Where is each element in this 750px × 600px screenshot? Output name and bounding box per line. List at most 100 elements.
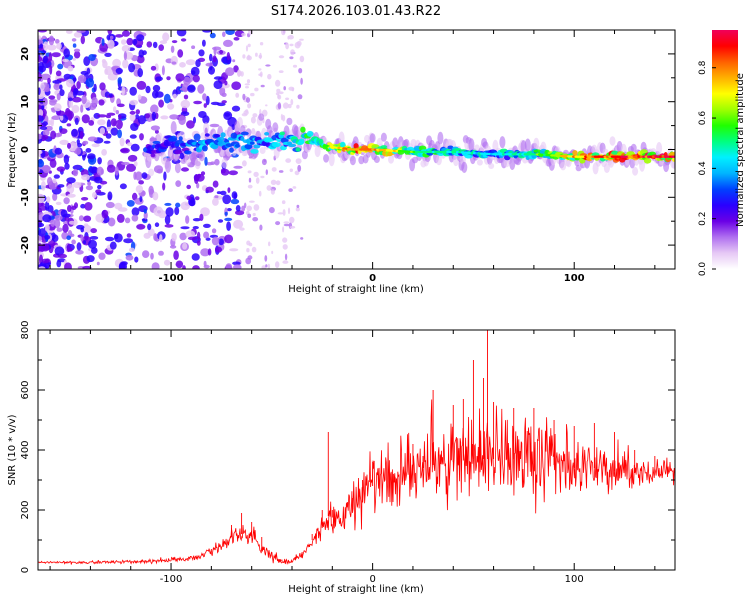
ridge-halo bbox=[388, 155, 394, 164]
noise-blob bbox=[78, 215, 84, 222]
noise-blob bbox=[126, 37, 134, 46]
noise-blob bbox=[297, 164, 302, 172]
noise-blob bbox=[282, 237, 288, 243]
noise-blob bbox=[128, 62, 136, 73]
noise-blob bbox=[109, 241, 117, 250]
ridge-halo bbox=[314, 145, 321, 158]
noise-blob bbox=[180, 201, 191, 211]
noise-blob bbox=[253, 171, 259, 178]
noise-blob bbox=[64, 162, 70, 170]
noise-blob bbox=[151, 262, 160, 269]
noise-blob bbox=[38, 30, 47, 33]
noise-blob bbox=[243, 110, 249, 116]
noise-blob bbox=[68, 97, 73, 102]
noise-blob bbox=[137, 115, 146, 125]
noise-blob bbox=[171, 40, 178, 44]
ridge-mark bbox=[671, 157, 675, 162]
noise-blob bbox=[200, 207, 210, 217]
noise-blob bbox=[247, 184, 253, 189]
noise-blob bbox=[224, 112, 231, 117]
noise-blob bbox=[38, 119, 42, 129]
noise-blob bbox=[41, 258, 50, 264]
noise-blob bbox=[107, 30, 113, 35]
y-tick-label: 0 bbox=[20, 567, 31, 573]
noise-blob bbox=[94, 176, 103, 184]
noise-blob bbox=[249, 200, 255, 203]
noise-blob bbox=[133, 171, 137, 180]
noise-blob bbox=[77, 142, 83, 148]
noise-blob bbox=[57, 184, 65, 188]
noise-blob bbox=[152, 84, 161, 92]
noise-blob bbox=[38, 193, 45, 204]
ridge-mark bbox=[217, 140, 227, 147]
noise-blob bbox=[300, 237, 304, 240]
noise-blob bbox=[40, 82, 45, 91]
noise-blob bbox=[67, 65, 74, 72]
noise-blob bbox=[261, 158, 267, 166]
noise-blob bbox=[38, 159, 45, 168]
noise-blob bbox=[129, 86, 137, 96]
noise-blob bbox=[114, 202, 123, 210]
noise-blob bbox=[251, 246, 257, 253]
chart-title: S174.2026.103.01.43.R22 bbox=[271, 4, 441, 19]
noise-blob bbox=[55, 39, 60, 44]
noise-blob bbox=[43, 41, 49, 51]
spectrogram-frame bbox=[37, 29, 676, 270]
noise-blob bbox=[80, 104, 84, 113]
noise-blob bbox=[73, 31, 83, 38]
noise-blob bbox=[192, 218, 201, 222]
noise-blob bbox=[125, 254, 134, 261]
noise-blob bbox=[177, 49, 184, 58]
noise-blob bbox=[54, 103, 62, 112]
noise-blob bbox=[150, 65, 157, 71]
noise-blob bbox=[193, 133, 201, 141]
noise-blob bbox=[203, 103, 207, 108]
noise-blob bbox=[63, 154, 70, 165]
noise-blob bbox=[162, 182, 166, 191]
noise-blob bbox=[171, 232, 177, 242]
x-tick-label: 100 bbox=[565, 574, 584, 585]
noise-blob bbox=[91, 143, 100, 148]
noise-blob bbox=[267, 263, 271, 269]
noise-blob bbox=[283, 223, 290, 227]
noise-blob bbox=[232, 261, 241, 266]
noise-blob bbox=[89, 236, 99, 240]
noise-blob bbox=[118, 261, 127, 269]
noise-blob bbox=[128, 247, 135, 252]
ridge-halo bbox=[283, 125, 290, 138]
noise-blob bbox=[141, 172, 148, 179]
noise-blob bbox=[227, 116, 237, 127]
noise-blob bbox=[225, 30, 235, 35]
noise-blob bbox=[210, 101, 220, 106]
noise-blob bbox=[113, 106, 117, 113]
noise-blob bbox=[124, 217, 131, 224]
noise-blob bbox=[289, 225, 296, 229]
noise-blob bbox=[175, 202, 181, 208]
noise-blob bbox=[204, 156, 208, 166]
noise-blob bbox=[245, 97, 251, 103]
noise-blob bbox=[48, 35, 55, 46]
noise-blob bbox=[261, 265, 267, 269]
noise-blob bbox=[41, 165, 51, 172]
noise-blob bbox=[41, 134, 49, 140]
noise-blob bbox=[222, 194, 232, 205]
ridge-halo bbox=[338, 131, 345, 145]
noise-blob bbox=[68, 220, 76, 225]
noise-blob bbox=[270, 189, 275, 195]
noise-blob bbox=[285, 97, 290, 101]
noise-blob bbox=[282, 209, 286, 216]
ridge-mark bbox=[179, 152, 185, 160]
noise-blob bbox=[278, 55, 285, 59]
noise-blob bbox=[202, 30, 212, 33]
noise-blob bbox=[42, 121, 48, 126]
noise-blob bbox=[131, 207, 140, 217]
noise-blob bbox=[222, 31, 226, 38]
noise-blob bbox=[119, 137, 125, 147]
noise-blob bbox=[231, 191, 238, 200]
noise-blob bbox=[38, 149, 43, 155]
noise-blob bbox=[72, 43, 77, 48]
x-tick-label: 0 bbox=[369, 574, 375, 585]
noise-blob bbox=[284, 253, 288, 261]
noise-blob bbox=[192, 226, 199, 230]
ridge-mark bbox=[380, 145, 388, 149]
